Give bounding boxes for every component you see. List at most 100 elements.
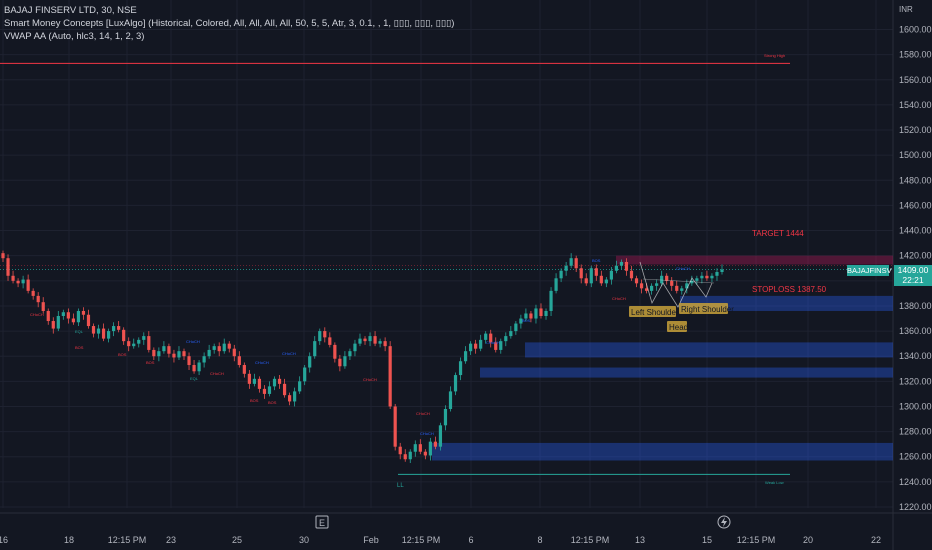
order-block-zone: [616, 255, 893, 265]
candle-body: [272, 378, 277, 387]
candle-body: [579, 268, 583, 279]
candle-body: [26, 279, 30, 291]
candle-body: [262, 388, 267, 394]
symbol-title[interactable]: BAJAJ FINSERV LTD, 30, NSE: [4, 5, 137, 16]
candle-body: [237, 356, 241, 366]
candle-body: [665, 275, 669, 281]
candle-body: [127, 341, 131, 347]
e-icon: E: [319, 518, 325, 528]
candle-body: [559, 270, 563, 279]
candle-body: [338, 358, 342, 367]
candle-body: [287, 395, 292, 402]
candle-body: [343, 356, 347, 367]
candle-body: [388, 346, 392, 407]
candle-body: [700, 275, 704, 279]
candle-body: [403, 454, 407, 460]
candle-body: [353, 343, 357, 352]
price-tick: 1340.00: [899, 351, 932, 361]
candle-body: [569, 258, 573, 266]
candle-body: [363, 338, 367, 342]
price-tick: 1260.00: [899, 452, 932, 462]
stoploss-label: STOPLOSS 1387.50: [752, 285, 827, 294]
candle-body: [71, 318, 75, 323]
candle-body: [132, 343, 136, 347]
candle-body: [629, 270, 634, 279]
candle-body: [217, 346, 221, 352]
candle-body: [242, 365, 246, 374]
smc-label: BOS: [118, 352, 127, 357]
earnings-marker[interactable]: E: [315, 515, 329, 529]
candle-body: [469, 343, 473, 352]
left-shoulder-label: Left Shoulder: [631, 308, 679, 317]
candle-body: [6, 258, 10, 276]
candle-body: [554, 278, 558, 291]
candle-body: [61, 312, 65, 316]
smc-label: CHoCH: [186, 339, 200, 344]
left-shoulder-tag: [629, 306, 676, 317]
candle-body: [267, 386, 272, 394]
flash-icon[interactable]: [717, 515, 731, 529]
smc-label: CHoCH: [30, 312, 44, 317]
candle-body: [574, 258, 578, 269]
horizontal-levels: [0, 62, 893, 475]
candle-body: [413, 444, 417, 452]
price-tick: 1480.00: [899, 175, 932, 185]
candle-body: [96, 328, 101, 334]
candle-body: [494, 342, 498, 350]
price-tick: 1520.00: [899, 125, 932, 135]
price-tick: 1280.00: [899, 427, 932, 437]
indicator-vwap[interactable]: VWAP AA (Auto, hlc3, 14, 1, 2, 3): [4, 31, 145, 42]
candle-body: [333, 344, 337, 359]
candle-body: [589, 268, 593, 284]
candle-body: [499, 341, 503, 350]
time-axis[interactable]: 16 18 12:15 PM 23 25 30 Feb 12:15 PM 6 8 12:15 PM 1…: [0, 535, 881, 545]
order-block-zones: [432, 255, 893, 461]
candle-body: [398, 446, 402, 455]
candle-body: [328, 337, 332, 345]
candle-body: [614, 265, 619, 271]
time-tick: 15: [702, 535, 712, 545]
candle-body: [21, 279, 25, 284]
candle-body: [408, 451, 412, 460]
candle-body: [428, 441, 432, 456]
candle-body: [479, 339, 483, 349]
smc-label: CHoCH: [255, 360, 269, 365]
price-tick: 1300.00: [899, 401, 932, 411]
smc-label: BOS: [146, 360, 155, 365]
candle-body: [192, 365, 196, 372]
strong-high-label: Strong High: [764, 53, 785, 58]
candle-body: [323, 331, 327, 338]
candle-body: [685, 283, 689, 289]
price-tick: 1360.00: [899, 326, 932, 336]
candle-body: [142, 336, 146, 340]
smc-label: CHoCH: [363, 377, 377, 382]
candle-body: [56, 316, 60, 329]
candle-body: [524, 313, 528, 319]
price-tick: 1560.00: [899, 75, 932, 85]
candle-body: [453, 375, 458, 392]
indicator-smc[interactable]: Smart Money Concepts [LuxAlgo] (Historic…: [4, 18, 455, 29]
candle-body: [534, 308, 538, 319]
price-axis[interactable]: 1600.00 1580.00 1560.00 1540.00 1520.00 1500.…: [899, 25, 932, 513]
price-tick: 1540.00: [899, 100, 932, 110]
candle-body: [509, 331, 513, 337]
candle-body: [76, 310, 81, 323]
bar-countdown: 22:21: [902, 275, 924, 285]
candle-body: [619, 261, 624, 266]
smc-label: EQL: [75, 329, 84, 334]
candle-body: [1, 253, 5, 259]
candle-body: [293, 391, 297, 402]
candle-body: [660, 275, 664, 284]
candle-body: [257, 378, 262, 389]
smc-label: CHoCH: [282, 351, 296, 356]
candle-body: [282, 383, 287, 396]
candle-body: [489, 333, 493, 343]
candle-body: [187, 356, 191, 366]
candle-body: [182, 351, 186, 357]
smc-label: EQL: [190, 376, 199, 381]
head-and-shoulders-pattern[interactable]: Left Shoulder Head Right Shoulder: [629, 261, 734, 332]
candle-body: [122, 329, 126, 342]
candle-body: [172, 353, 176, 358]
right-shoulder-label: Right Shoulder: [681, 305, 734, 314]
